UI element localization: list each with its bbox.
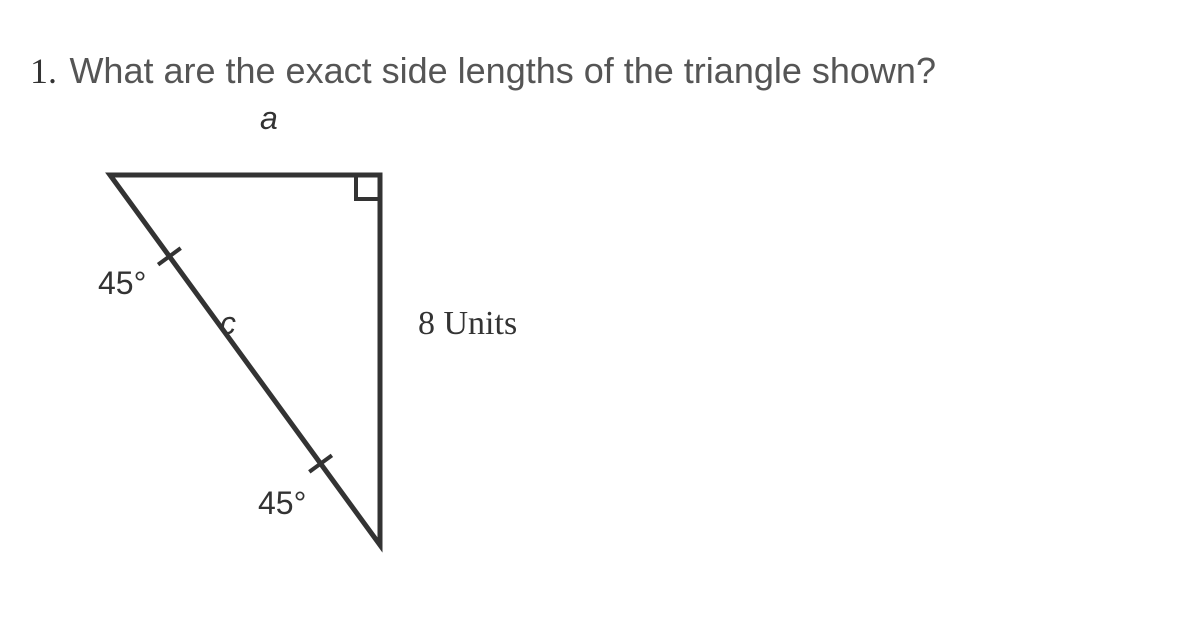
- side-a-label: a: [260, 100, 278, 137]
- question-row: 1. What are the exact side lengths of th…: [30, 50, 936, 92]
- angle-bottom-label: 45°: [258, 485, 306, 522]
- triangle-shape: [110, 175, 380, 545]
- triangle-diagram: a c 45° 45°: [80, 145, 420, 545]
- question-number: 1.: [30, 51, 57, 91]
- side-right-label: 8 Units: [418, 305, 517, 343]
- angle-top-left-label: 45°: [98, 265, 146, 302]
- side-c-label: c: [220, 305, 236, 342]
- triangle-svg: [80, 145, 420, 565]
- question-text: What are the exact side lengths of the t…: [69, 50, 936, 91]
